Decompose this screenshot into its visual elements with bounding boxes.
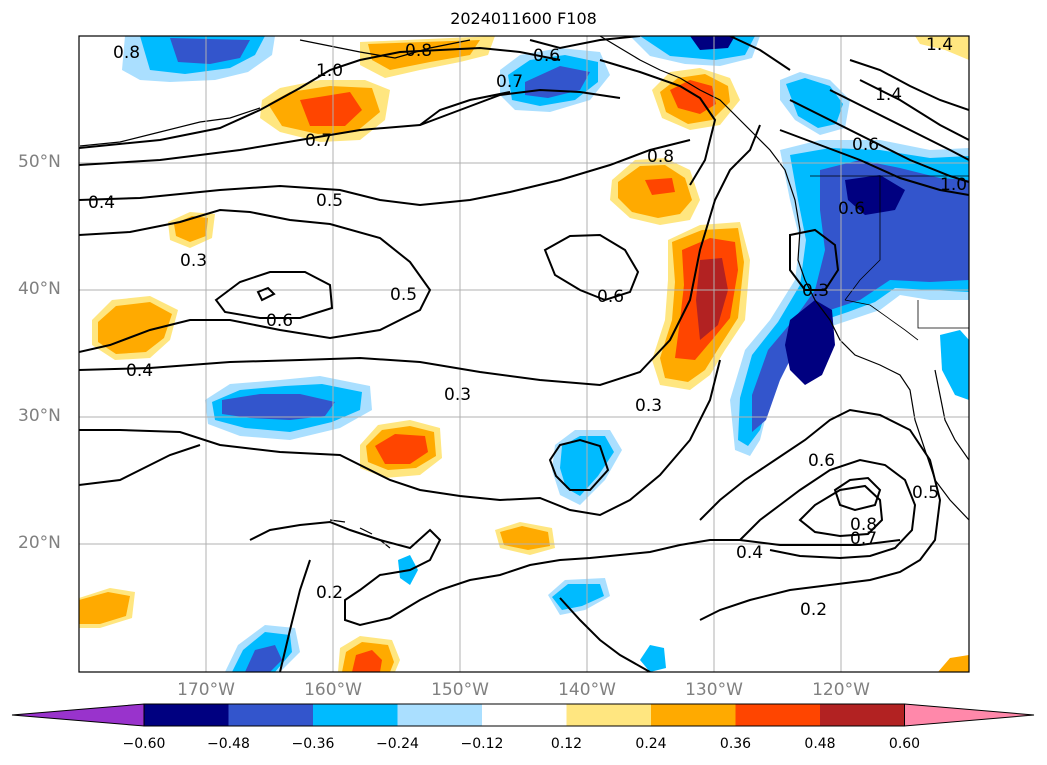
colorbar-segment bbox=[144, 704, 229, 726]
colorbar-segment bbox=[735, 704, 820, 726]
contour-label: 0.5 bbox=[316, 191, 343, 211]
anomaly-fill bbox=[375, 434, 428, 464]
anomaly-fill bbox=[690, 36, 735, 50]
contour-label: 1.0 bbox=[316, 61, 343, 81]
contour-label: 0.5 bbox=[912, 483, 939, 503]
contour-label: 1.4 bbox=[926, 35, 953, 55]
anomaly-fill bbox=[696, 258, 728, 340]
colorbar-tick: 0.12 bbox=[550, 736, 583, 752]
anomaly-fill bbox=[245, 645, 282, 672]
colorbar-tick: −0.24 bbox=[376, 736, 419, 752]
colorbar-segment bbox=[820, 704, 905, 726]
anomaly-fill bbox=[845, 175, 905, 215]
colorbar-segment bbox=[228, 704, 313, 726]
contour-label: 0.6 bbox=[597, 287, 624, 307]
anomaly-fill bbox=[645, 178, 675, 195]
contour-label: 0.4 bbox=[126, 361, 153, 381]
colorbar-segment bbox=[313, 704, 398, 726]
colorbar-tick: −0.12 bbox=[460, 736, 504, 752]
contour-label: 0.6 bbox=[808, 451, 835, 471]
contour-labels: 0.8 1.0 0.8 0.6 0.7 1.4 1.4 0.7 0.8 0.6 … bbox=[88, 35, 967, 620]
lon-label: 160°W bbox=[304, 680, 362, 700]
contour-label: 0.8 bbox=[850, 515, 877, 535]
lon-label: 150°W bbox=[431, 680, 489, 700]
anomaly-fill bbox=[915, 36, 969, 60]
map-title: 2024011600 F108 bbox=[450, 9, 597, 28]
map-border bbox=[78, 35, 970, 673]
anomaly-fill bbox=[938, 655, 969, 672]
contour-label: 0.6 bbox=[852, 135, 879, 155]
anomaly-fill bbox=[640, 645, 666, 672]
anomaly-fill bbox=[222, 394, 335, 420]
contour-label: 0.8 bbox=[113, 43, 140, 63]
anomaly-fill bbox=[352, 650, 382, 672]
colorbar bbox=[11, 703, 1035, 727]
contour-label: 0.3 bbox=[635, 396, 662, 416]
lon-label: 120°W bbox=[812, 680, 870, 700]
contour-label: 0.2 bbox=[316, 583, 343, 603]
anomaly-fill bbox=[170, 38, 250, 64]
contour-label: 0.5 bbox=[390, 285, 417, 305]
colorbar-tick: −0.48 bbox=[207, 736, 250, 752]
lon-label: 130°W bbox=[685, 680, 743, 700]
contour-label: 0.6 bbox=[533, 46, 560, 66]
lon-label: 170°W bbox=[177, 680, 235, 700]
contour-lines bbox=[79, 36, 969, 672]
coastlines bbox=[79, 36, 969, 549]
contour-label: 0.6 bbox=[266, 311, 293, 331]
anomaly-fill bbox=[174, 216, 208, 242]
lat-label: 30°N bbox=[18, 406, 61, 426]
contour-label: 0.7 bbox=[496, 72, 523, 92]
contour-label: 0.4 bbox=[736, 543, 763, 563]
anomaly-fill bbox=[79, 592, 130, 624]
anomaly-fill bbox=[98, 302, 172, 354]
colorbar-segment bbox=[397, 704, 482, 726]
anomaly-fill bbox=[940, 330, 969, 400]
anomaly-fill bbox=[786, 78, 843, 128]
contour-label: 1.4 bbox=[875, 85, 902, 105]
colorbar-tick: 0.24 bbox=[635, 736, 667, 752]
contour-label: 0.4 bbox=[88, 193, 115, 213]
colorbar-extend-low bbox=[11, 703, 145, 727]
contour-label: 0.3 bbox=[444, 385, 471, 405]
colorbar-extend-high bbox=[904, 703, 1035, 727]
lat-label: 20°N bbox=[18, 533, 61, 553]
contour-label: 0.2 bbox=[800, 600, 827, 620]
contour-label: 0.8 bbox=[647, 147, 674, 167]
contour-label: 0.7 bbox=[305, 131, 332, 151]
anomaly-fill bbox=[785, 300, 835, 385]
colorbar-segment bbox=[482, 704, 567, 726]
map-content: 0.8 1.0 0.8 0.6 0.7 1.4 1.4 0.7 0.8 0.6 … bbox=[79, 35, 969, 672]
colorbar-tick: 0.36 bbox=[719, 736, 752, 752]
colorbar-tick: −0.36 bbox=[291, 736, 335, 752]
anomaly-fill bbox=[368, 40, 480, 70]
contour-label: 0.8 bbox=[405, 41, 432, 61]
colorbar-tick: −0.60 bbox=[122, 736, 166, 752]
contour-label: 0.6 bbox=[838, 199, 865, 219]
lat-label: 50°N bbox=[18, 152, 61, 172]
contour-label: 1.0 bbox=[940, 175, 967, 195]
political-boundaries bbox=[810, 175, 969, 341]
lon-label: 140°W bbox=[558, 680, 616, 700]
colorbar-segment bbox=[651, 704, 736, 726]
colorbar-segment bbox=[566, 704, 651, 726]
anomaly-fill bbox=[752, 160, 969, 432]
colorbar-tick: 0.60 bbox=[888, 736, 921, 752]
colorbar-tick: 0.48 bbox=[804, 736, 836, 752]
lat-label: 40°N bbox=[18, 279, 61, 299]
contour-label: 0.7 bbox=[850, 529, 877, 549]
anomaly-fill bbox=[300, 92, 362, 126]
contour-label: 0.3 bbox=[802, 281, 829, 301]
contour-label: 0.3 bbox=[180, 251, 207, 271]
